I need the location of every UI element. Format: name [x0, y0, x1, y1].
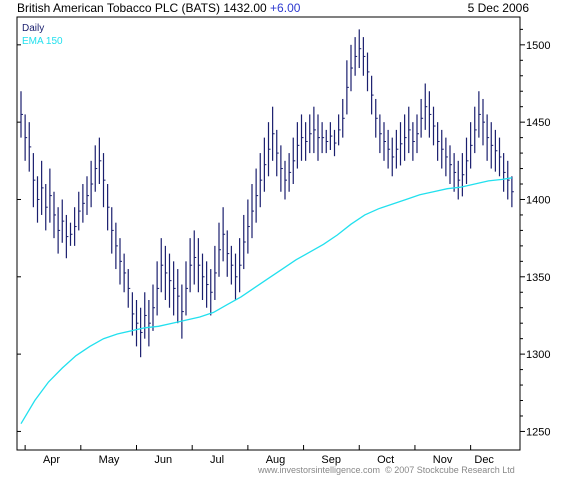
last-price: 1432.00 [223, 1, 267, 15]
x-tick-label: Jul [210, 454, 224, 466]
legend-daily: Daily [22, 23, 44, 34]
x-tick-label: Oct [377, 454, 394, 466]
y-tick-label: 1250 [526, 426, 550, 438]
plot-frame [16, 16, 521, 451]
y-tick-label: 1500 [526, 40, 550, 52]
y-tick-label: 1450 [526, 117, 550, 129]
y-tick-label: 1350 [526, 272, 550, 284]
chart-header: British American Tobacco PLC (BATS) 1432… [0, 0, 575, 17]
x-tick-label: Nov [433, 454, 453, 466]
ema-150-line [20, 177, 513, 425]
chart-date: 5 Dec 2006 [467, 1, 529, 15]
x-tick-label: Dec [474, 454, 494, 466]
title-line: British American Tobacco PLC (BATS) 1432… [17, 1, 300, 15]
x-tick-label: May [99, 454, 120, 466]
chart-title: British American Tobacco PLC (BATS) [17, 1, 220, 15]
footer-copyright: © 2007 Stockcube Research Ltd [385, 465, 515, 475]
y-tick-label: 1300 [526, 349, 550, 361]
x-tick-label: Apr [43, 454, 60, 466]
footer-website: www.investorsintelligence.com [258, 465, 381, 475]
x-tick-label: Jun [154, 454, 172, 466]
x-tick-label: Aug [266, 454, 286, 466]
y-tick-label: 1400 [526, 194, 550, 206]
price-change: +6.00 [270, 1, 301, 15]
x-tick-label: Sep [321, 454, 341, 466]
chart-footer: www.investorsintelligence.com © 2007 Sto… [258, 465, 515, 475]
legend-ema: EMA 150 [22, 36, 63, 47]
